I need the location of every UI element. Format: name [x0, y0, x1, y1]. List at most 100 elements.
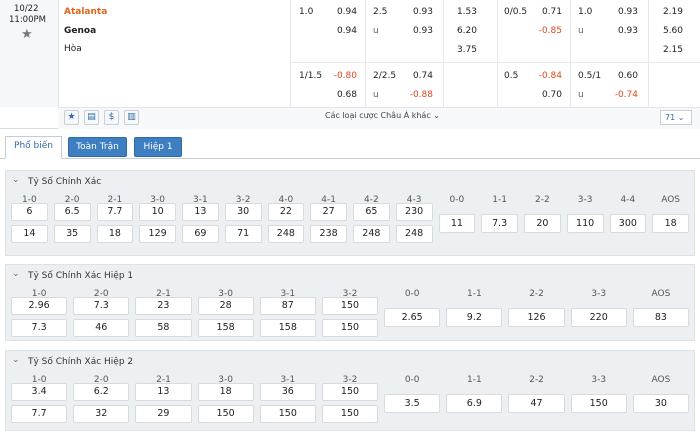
handicap-away[interactable]: 0.70 [541, 90, 562, 100]
odds-box[interactable]: 150 [321, 405, 379, 423]
tab[interactable]: Toàn Trận [68, 137, 127, 157]
odds-1x2[interactable]: 5.60 [662, 26, 683, 36]
score-header: 3-1 [280, 375, 296, 385]
more-bets-text[interactable]: Các loại cược Châu Á khác [325, 111, 431, 120]
ou-over[interactable]: 0.93 [412, 7, 433, 17]
odds-box[interactable]: 65 [353, 203, 390, 221]
odds-box[interactable]: 9.2 [446, 308, 503, 327]
odds-1x2[interactable]: 3.75 [456, 45, 477, 55]
ou-under[interactable]: 0.93 [617, 26, 638, 36]
odds-box[interactable]: 248 [267, 225, 305, 243]
more-bets[interactable]: Các loại cược Châu Á khác ⌄ [325, 111, 440, 120]
date: 10/22 [14, 4, 39, 14]
odds-box[interactable]: 10 [139, 203, 176, 221]
odds-box[interactable]: 28 [197, 297, 254, 315]
odds-box[interactable]: 2.65 [384, 308, 441, 327]
odds-box[interactable]: 18 [96, 225, 134, 243]
odds-box[interactable]: 2.96 [11, 297, 68, 315]
ou-under[interactable]: -0.74 [614, 90, 638, 100]
odds-box[interactable]: 18 [652, 214, 689, 233]
odds-box[interactable]: 18 [197, 383, 254, 401]
odds-box[interactable]: 32 [73, 405, 130, 423]
odds-box[interactable]: 220 [570, 308, 627, 327]
handicap-home[interactable]: -0.84 [538, 71, 562, 81]
odds-box[interactable]: 36 [259, 383, 316, 401]
tab[interactable]: Phổ biến [5, 136, 62, 159]
odds-box[interactable]: 35 [53, 225, 91, 243]
odds-box[interactable]: 30 [224, 203, 262, 221]
odds-1x2[interactable]: 6.20 [456, 26, 477, 36]
odds-box[interactable]: 230 [395, 203, 433, 221]
odds-box[interactable]: 7.7 [96, 203, 134, 221]
ou-under[interactable]: 0.93 [412, 26, 433, 36]
star-button[interactable]: ★ [64, 110, 79, 125]
odds-box[interactable]: 29 [135, 405, 192, 423]
odds-box[interactable]: 3.5 [384, 394, 441, 413]
odds-box[interactable]: 150 [570, 394, 627, 413]
odds-box[interactable]: 7.3 [73, 297, 130, 315]
odds-box[interactable]: 11 [438, 214, 476, 233]
odds-box[interactable]: 47 [508, 394, 565, 413]
odds-box[interactable]: 150 [197, 405, 254, 423]
odds-box[interactable]: 7.7 [11, 405, 68, 423]
odds-box[interactable]: 83 [632, 308, 689, 327]
odds-box[interactable]: 58 [135, 319, 192, 337]
odds-box[interactable]: 30 [632, 394, 689, 413]
chart-button[interactable]: ▥ [124, 110, 139, 125]
odds-box[interactable]: 13 [182, 203, 219, 221]
odds-1x2[interactable]: 2.19 [662, 7, 683, 17]
odds-box[interactable]: 129 [139, 225, 176, 243]
odds-1x2[interactable]: 2.15 [662, 45, 683, 55]
score-header: 2-0 [93, 375, 109, 385]
odds-box[interactable]: 87 [259, 297, 316, 315]
odds-box[interactable]: 110 [566, 214, 604, 233]
list-button[interactable]: ▤ [84, 110, 99, 125]
tab[interactable]: Hiệp 1 [134, 137, 182, 157]
count-dropdown[interactable]: 71 ⌄ [660, 110, 692, 125]
odds-box[interactable]: 248 [395, 225, 433, 243]
handicap-home[interactable]: 0.94 [336, 7, 357, 17]
odds-box[interactable]: 158 [259, 319, 316, 337]
odds-box[interactable]: 158 [197, 319, 254, 337]
odds-box[interactable]: 126 [508, 308, 565, 327]
odds-box[interactable]: 20 [524, 214, 561, 233]
ou-under[interactable]: -0.88 [409, 90, 433, 100]
handicap-line: 0.5 [504, 71, 519, 81]
odds-box[interactable]: 27 [310, 203, 347, 221]
odds-box[interactable]: 150 [321, 297, 379, 315]
handicap-away[interactable]: 0.68 [336, 90, 357, 100]
handicap-home[interactable]: -0.80 [333, 71, 357, 81]
ou-line: 2/2.5 [373, 71, 397, 81]
odds-box[interactable]: 7.3 [11, 319, 68, 337]
odds-box[interactable]: 248 [353, 225, 390, 243]
odds-box[interactable]: 6.5 [53, 203, 91, 221]
ou-over[interactable]: 0.60 [617, 71, 638, 81]
odds-box[interactable]: 300 [609, 214, 647, 233]
score-header: 2-2 [529, 289, 544, 299]
handicap-away[interactable]: -0.85 [538, 26, 562, 36]
dollar-button[interactable]: $ [104, 110, 119, 125]
odds-box[interactable]: 150 [259, 405, 316, 423]
fav-icon[interactable]: ★ [21, 27, 33, 42]
odds-box[interactable]: 238 [310, 225, 347, 243]
handicap-home[interactable]: 0.71 [541, 7, 562, 17]
odds-box[interactable]: 71 [224, 225, 262, 243]
odds-box[interactable]: 69 [182, 225, 219, 243]
odds-box[interactable]: 7.3 [481, 214, 518, 233]
tab-line [0, 158, 700, 159]
odds-1x2[interactable]: 1.53 [456, 7, 477, 17]
odds-box[interactable]: 46 [73, 319, 130, 337]
odds-box[interactable]: 150 [321, 383, 379, 401]
ou-over[interactable]: 0.74 [412, 71, 433, 81]
ou-over[interactable]: 0.93 [617, 7, 638, 17]
odds-box[interactable]: 23 [135, 297, 192, 315]
odds-box[interactable]: 14 [11, 225, 48, 243]
odds-box[interactable]: 13 [135, 383, 192, 401]
odds-box[interactable]: 150 [321, 319, 379, 337]
handicap-away[interactable]: 0.94 [336, 26, 357, 36]
odds-box[interactable]: 6.9 [446, 394, 503, 413]
odds-box[interactable]: 6.2 [73, 383, 130, 401]
odds-box[interactable]: 22 [267, 203, 305, 221]
odds-box[interactable]: 6 [11, 203, 48, 221]
odds-box[interactable]: 3.4 [11, 383, 68, 401]
